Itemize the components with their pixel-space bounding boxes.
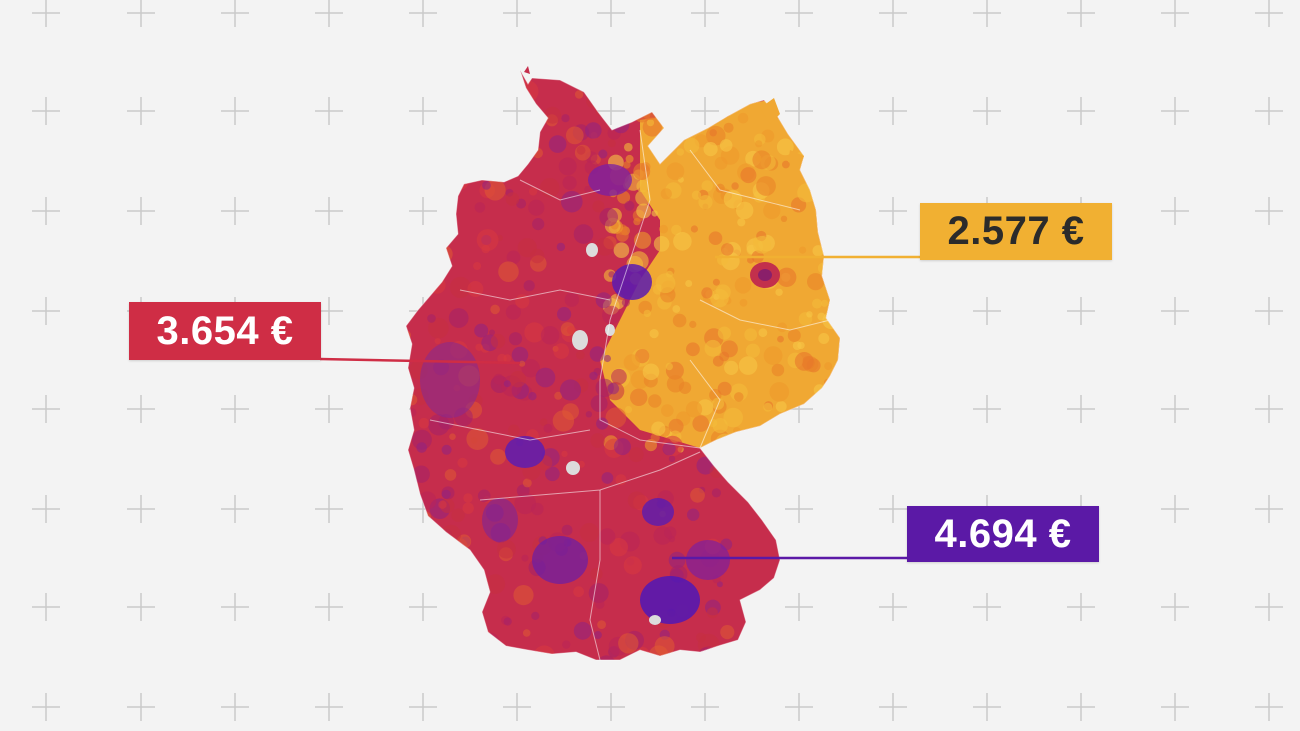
grid-plus-marker [973,593,1001,621]
grid-plus-marker [315,395,343,423]
grid-plus-marker [1161,495,1189,523]
grid-plus-marker [221,495,249,523]
grid-plus-marker [785,495,813,523]
grid-plus-marker [1161,593,1189,621]
grid-plus-marker [879,395,907,423]
grid-plus-marker [785,593,813,621]
grid-plus-marker [691,0,719,27]
grid-plus-marker [597,0,625,27]
grid-plus-marker [785,97,813,125]
grid-plus-marker [1255,0,1283,27]
grid-plus-marker [879,593,907,621]
grid-plus-marker [32,0,60,27]
grid-plus-marker [127,693,155,721]
grid-plus-marker [1067,297,1095,325]
grid-plus-marker [315,97,343,125]
grid-plus-marker [32,693,60,721]
grid-plus-marker [1067,0,1095,27]
germany-map [405,66,841,661]
grid-plus-marker [973,97,1001,125]
grid-plus-marker [221,593,249,621]
grid-plus-marker [1067,395,1095,423]
grid-plus-marker [127,593,155,621]
grid-plus-marker [597,693,625,721]
grid-plus-marker [973,693,1001,721]
grid-plus-marker [409,693,437,721]
grid-plus-marker [315,197,343,225]
grid-plus-marker [127,495,155,523]
grid-plus-marker [879,693,907,721]
grid-plus-marker [973,0,1001,27]
grid-plus-marker [1255,693,1283,721]
grid-plus-marker [32,395,60,423]
grid-plus-marker [691,693,719,721]
grid-plus-marker [315,693,343,721]
grid-plus-marker [785,0,813,27]
grid-plus-marker [503,97,531,125]
grid-plus-marker [127,97,155,125]
grid-plus-marker [32,495,60,523]
grid-plus-marker [503,693,531,721]
grid-plus-marker [409,97,437,125]
grid-plus-marker [1161,395,1189,423]
grid-plus-marker [1255,197,1283,225]
grid-plus-marker [221,693,249,721]
grid-plus-marker [1161,693,1189,721]
grid-plus-marker [1067,593,1095,621]
grid-plus-marker [221,97,249,125]
grid-plus-marker [597,97,625,125]
grid-plus-marker [409,0,437,27]
grid-plus-marker [1161,0,1189,27]
grid-plus-marker [1161,297,1189,325]
leader-line-west [319,357,521,365]
grid-plus-marker [221,395,249,423]
income-label-west: 3.654 € [129,302,321,360]
grid-plus-marker [1255,593,1283,621]
income-label-south: 4.694 € [907,506,1099,562]
grid-plus-marker [32,297,60,325]
grid-plus-marker [315,593,343,621]
grid-plus-marker [221,0,249,27]
grid-plus-marker [879,197,907,225]
grid-plus-marker [691,97,719,125]
grid-plus-marker [315,495,343,523]
grid-plus-marker [1161,197,1189,225]
income-label-east: 2.577 € [920,203,1112,260]
grid-plus-marker [32,593,60,621]
grid-plus-marker [127,395,155,423]
grid-plus-marker [315,0,343,27]
grid-plus-marker [1255,297,1283,325]
grid-plus-marker [1067,693,1095,721]
grid-plus-marker [409,593,437,621]
grid-plus-marker [127,0,155,27]
grid-plus-marker [879,495,907,523]
grid-plus-marker [221,197,249,225]
grid-plus-marker [1255,97,1283,125]
grid-plus-marker [973,297,1001,325]
grid-plus-marker [1255,495,1283,523]
grid-plus-marker [1255,395,1283,423]
grid-plus-marker [503,0,531,27]
grid-plus-marker [879,297,907,325]
grid-plus-marker [785,693,813,721]
grid-plus-marker [973,395,1001,423]
grid-plus-marker [409,197,437,225]
grid-plus-marker [1067,97,1095,125]
grid-plus-marker [879,0,907,27]
grid-plus-marker [32,97,60,125]
grid-plus-marker [1161,97,1189,125]
grid-plus-marker [32,197,60,225]
grid-plus-marker [127,197,155,225]
grid-plus-marker [879,97,907,125]
